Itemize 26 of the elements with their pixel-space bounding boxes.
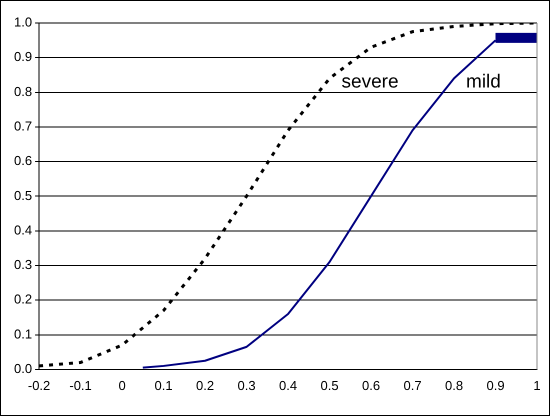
y-tick-label: 1.0 [14, 14, 32, 30]
y-tick-label: 0.8 [14, 84, 32, 99]
x-tick-label: 0.5 [320, 378, 339, 393]
series-label: mild [466, 72, 501, 93]
y-tick-label: 0.2 [14, 292, 32, 307]
y-tick-label: 0.9 [14, 49, 32, 64]
x-tick-label: 0.7 [403, 378, 422, 393]
y-tick-label: 0.6 [14, 153, 32, 168]
x-tick-label: 0.3 [238, 378, 256, 393]
y-tick-label: 0.0 [14, 360, 32, 376]
x-tick-label: 0.1 [154, 378, 173, 393]
x-tick-label: 0.8 [444, 378, 464, 393]
y-tick-label: 0.5 [14, 188, 32, 203]
series-label: severe [342, 72, 399, 93]
x-tick-label: 0 [118, 378, 126, 393]
x-tick-label: 0.4 [278, 378, 298, 393]
x-tick-label: 0.2 [196, 378, 214, 393]
x-tick-label: -0.1 [69, 378, 92, 393]
y-tick-label: 0.3 [14, 257, 32, 272]
y-tick-label: 0.4 [14, 222, 32, 238]
x-tick-label: 1 [533, 378, 541, 393]
x-tick-label: -0.2 [28, 378, 50, 393]
y-tick-label: 0.1 [14, 326, 32, 342]
x-tick-label: 0.6 [362, 378, 380, 393]
y-tick-label: 0.7 [14, 118, 32, 134]
x-tick-label: 0.9 [486, 378, 505, 393]
